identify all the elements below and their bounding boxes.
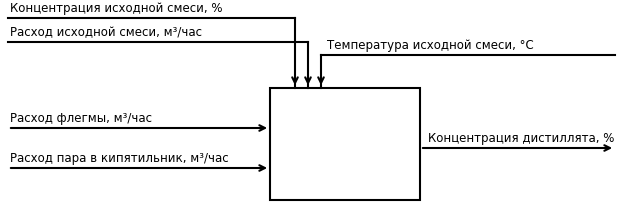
Bar (270, 88, 420, 200)
Text: Концентрация дистиллята, %: Концентрация дистиллята, % (428, 132, 614, 145)
Text: Расход исходной смеси, м³/час: Расход исходной смеси, м³/час (10, 26, 202, 39)
Text: Концентрация исходной смеси, %: Концентрация исходной смеси, % (10, 2, 222, 15)
Text: Расход пара в кипятильник, м³/час: Расход пара в кипятильник, м³/час (10, 152, 229, 165)
Text: Температура исходной смеси, °C: Температура исходной смеси, °C (327, 39, 534, 52)
Text: Расход флегмы, м³/час: Расход флегмы, м³/час (10, 112, 152, 125)
